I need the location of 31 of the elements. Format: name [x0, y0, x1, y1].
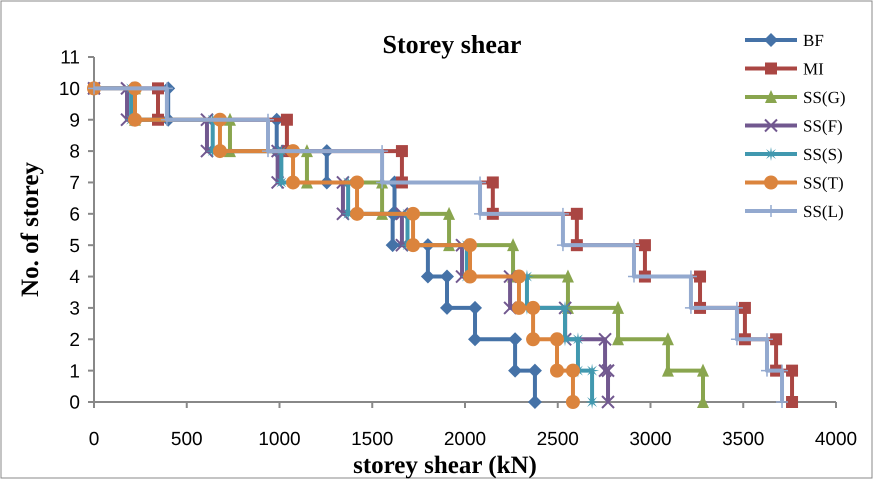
x-tick-label: 1500 [351, 429, 394, 450]
y-tick-label: 1 [69, 361, 80, 382]
legend-label: SS(F) [803, 116, 843, 136]
legend-label: SS(T) [803, 173, 844, 192]
x-tick-label: 3000 [629, 429, 672, 450]
legend-label: SS(G) [803, 88, 846, 107]
legend-label: SS(L) [803, 202, 844, 221]
legend-label: MI [803, 59, 824, 78]
y-tick-label: 0 [69, 392, 80, 414]
y-tick-label: 3 [69, 298, 80, 320]
chart-title: Storey shear [382, 30, 522, 59]
x-tick-label: 4000 [814, 429, 858, 450]
y-tick-label: 11 [60, 48, 80, 69]
x-tick-label: 3500 [722, 429, 764, 450]
y-tick-label: 7 [69, 173, 80, 194]
y-tick-label: 10 [58, 79, 80, 100]
y-tick-label: 4 [69, 267, 80, 288]
x-tick-label: 2000 [444, 429, 486, 450]
y-tick-label: 2 [69, 330, 80, 351]
x-tick-label: 500 [170, 429, 203, 450]
x-axis-title: storey shear (kN) [353, 452, 537, 479]
x-tick-label: 1000 [258, 429, 301, 450]
x-tick-label: 2500 [536, 429, 579, 450]
y-tick-label: 5 [69, 236, 80, 257]
x-tick-label: 0 [88, 429, 100, 450]
legend-label: SS(S) [803, 144, 843, 164]
y-tick-label: 9 [69, 110, 80, 132]
y-tick-label: 8 [69, 142, 80, 163]
legend-label: BF [803, 30, 824, 50]
y-tick-label: 6 [69, 204, 80, 226]
y-axis-title: No. of storey [17, 162, 44, 297]
